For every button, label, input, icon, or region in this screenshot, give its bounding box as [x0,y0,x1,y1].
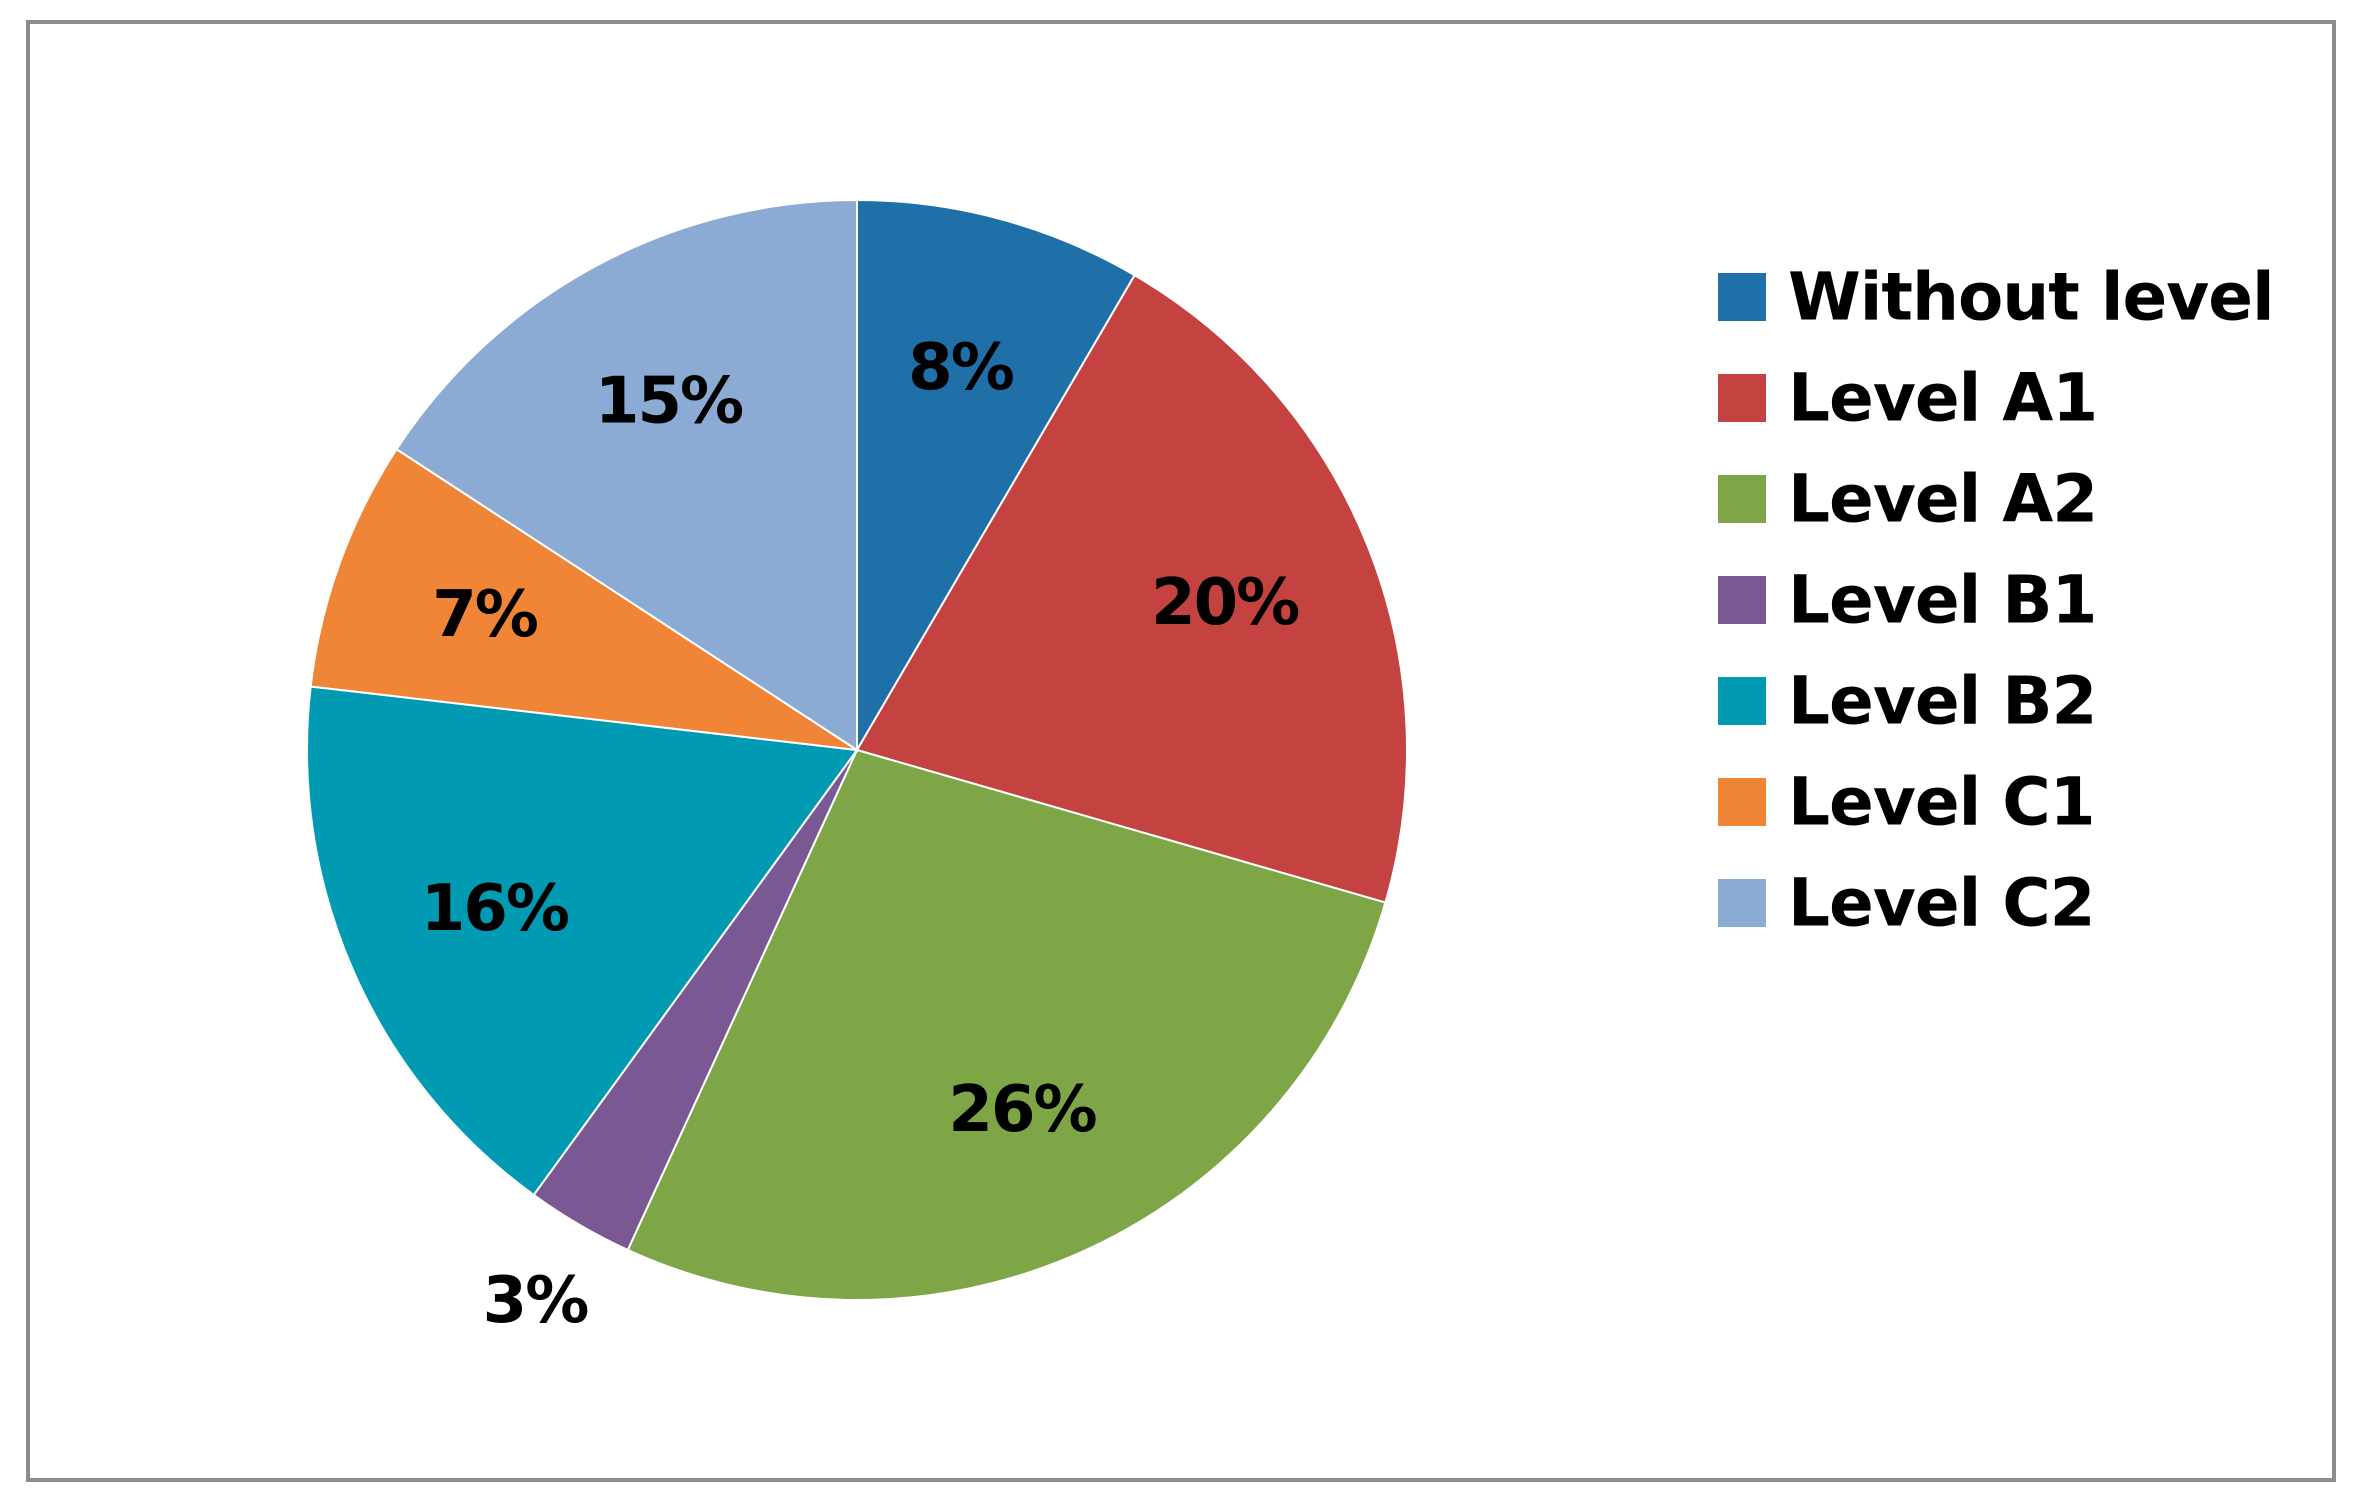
legend-swatch [1718,273,1766,321]
data-label-without-level: 8% [908,331,1014,405]
legend-swatch [1718,374,1766,422]
pie-slice-level-c1 [309,447,858,751]
legend-label: Level C1 [1788,764,2095,841]
data-label-level-a1: 20% [1151,566,1299,640]
legend-item-level-c2: Level C2 [1718,865,2096,942]
legend-swatch [1718,677,1766,725]
pie-slice-level-b2 [306,685,859,1197]
legend-swatch [1718,778,1766,826]
legend-item-level-a2: Level A2 [1718,461,2098,538]
legend-item-without-level: Without level [1718,259,2275,336]
legend-item-level-c1: Level C1 [1718,764,2096,841]
legend-item-level-a1: Level A1 [1718,360,2098,437]
legend-label: Level C2 [1788,865,2095,942]
legend-label: Level A2 [1788,461,2097,538]
legend-label: Level B2 [1788,663,2096,740]
data-label-level-c1: 7% [432,578,538,652]
legend-item-level-b1: Level B1 [1718,562,2097,639]
data-label-level-b1: 3% [483,1264,589,1338]
legend-label: Level A1 [1788,360,2097,437]
legend-swatch [1718,879,1766,927]
pie-slice-level-a2 [626,748,1387,1301]
data-label-level-a2: 26% [948,1073,1096,1147]
pie-slice-without-level [856,198,1136,754]
pie-slices [306,198,1408,1301]
pie-slice-level-a1 [855,273,1408,904]
legend-swatch [1718,576,1766,624]
pie-slice-level-c2 [395,198,858,752]
pie-data-labels: 8% 20% 26% 3% 16% 7% 15% [421,331,1301,1338]
legend: Without level Level A1 Level A2 Level B1 Lev… [1718,259,2275,942]
legend-label: Without level [1788,259,2274,336]
legend-label: Level B1 [1788,562,2096,639]
legend-item-level-b2: Level B2 [1718,663,2097,740]
legend-swatch [1718,475,1766,523]
data-label-level-b2: 16% [421,872,569,946]
data-label-level-c2: 15% [595,365,743,439]
